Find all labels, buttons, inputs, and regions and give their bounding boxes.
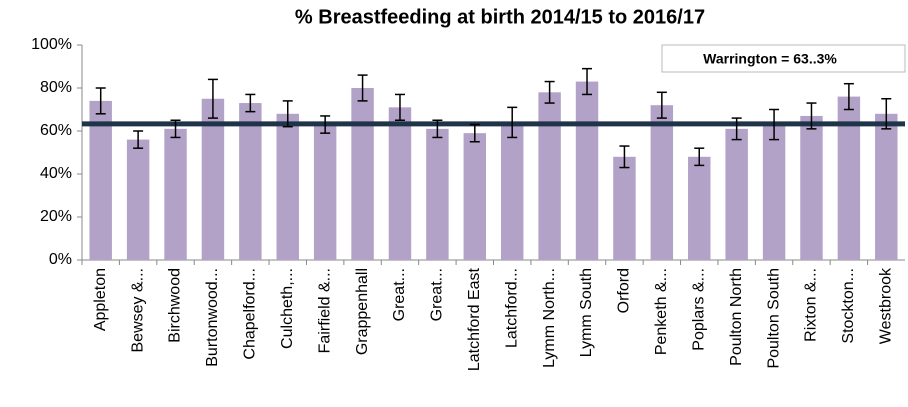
- error-bar: [170, 119, 181, 139]
- y-tick-label: 20%: [40, 208, 72, 225]
- bar: [426, 128, 449, 260]
- y-tick-label: 80%: [40, 79, 72, 96]
- bar: [500, 122, 524, 261]
- x-tick-label: Chapelford...: [242, 268, 259, 360]
- x-tick-label: Stockton...: [840, 268, 857, 344]
- error-bar: [806, 102, 817, 130]
- x-tick-label: Bewsey &...: [129, 268, 146, 352]
- bar: [351, 88, 374, 260]
- error-bar: [544, 80, 555, 104]
- x-tick-label: Burtonwood...: [204, 268, 221, 367]
- x-tick-label: Grappenhall: [354, 268, 371, 355]
- bar: [126, 139, 150, 260]
- bar: [575, 81, 599, 260]
- x-tick-label: Lymm South: [578, 268, 595, 357]
- bar: [164, 128, 187, 260]
- error-bar: [432, 119, 443, 139]
- y-tick-label: 100%: [31, 36, 72, 53]
- error-bar: [245, 93, 256, 113]
- annotation-box: [661, 44, 906, 73]
- error-bar: [133, 130, 144, 149]
- bar: [538, 92, 561, 260]
- x-tick-label: Fairfield &...: [316, 268, 333, 353]
- bar: [201, 98, 225, 260]
- x-tick-label: Orford: [616, 268, 633, 313]
- x-tick-label: Rixton &...: [803, 268, 820, 342]
- x-tick-label: Westbrook: [878, 267, 895, 344]
- error-bar: [507, 106, 518, 139]
- bar: [837, 96, 861, 260]
- error-bar: [619, 145, 630, 169]
- x-tick-label: Poulton North: [728, 268, 745, 366]
- x-tick-label: Appleton: [92, 268, 109, 331]
- bar: [875, 113, 898, 260]
- x-tick-label: Lymm North...: [541, 268, 558, 368]
- bar: [239, 103, 262, 260]
- error-bar: [320, 115, 331, 134]
- bar: [89, 100, 112, 261]
- x-tick-label: Latchford...: [503, 268, 520, 348]
- bar: [613, 156, 636, 260]
- error-bar: [207, 78, 218, 119]
- x-tick-label: Poulton South: [765, 268, 782, 369]
- error-bar: [582, 67, 593, 96]
- chart-title: % Breastfeeding at birth 2014/15 to 2016…: [295, 6, 705, 28]
- bar: [650, 105, 674, 260]
- error-bar: [95, 87, 106, 115]
- x-tick-label: Great...: [391, 268, 408, 321]
- bar: [463, 133, 487, 260]
- error-bar: [394, 93, 405, 121]
- error-bar: [881, 98, 892, 130]
- annotation: Warrington = 63..3%: [703, 51, 837, 67]
- bar: [800, 115, 823, 260]
- error-bar: [731, 117, 742, 141]
- bar: [276, 113, 299, 260]
- bar: [725, 128, 748, 260]
- x-tick-label: Great...: [429, 268, 446, 321]
- y-tick-label: 40%: [40, 165, 72, 182]
- bar: [388, 107, 412, 260]
- error-bar: [694, 147, 705, 167]
- x-tick-label: Penketh &...: [653, 268, 670, 355]
- error-bar: [357, 74, 368, 102]
- bar: [762, 124, 786, 260]
- y-tick-label: 0%: [49, 251, 72, 268]
- bar: [313, 124, 337, 260]
- x-tick-label: Birchwood: [167, 268, 184, 343]
- y-tick-label: 60%: [40, 122, 72, 139]
- error-bar: [656, 91, 667, 119]
- error-bar: [469, 123, 480, 143]
- bar: [688, 156, 711, 260]
- x-tick-label: Poplars &...: [690, 268, 707, 351]
- error-bar: [843, 82, 854, 111]
- x-tick-label: Culcheth,...: [279, 268, 296, 349]
- error-bar: [282, 100, 293, 128]
- error-bar: [769, 108, 780, 141]
- x-tick-label: Latchford East: [466, 267, 483, 371]
